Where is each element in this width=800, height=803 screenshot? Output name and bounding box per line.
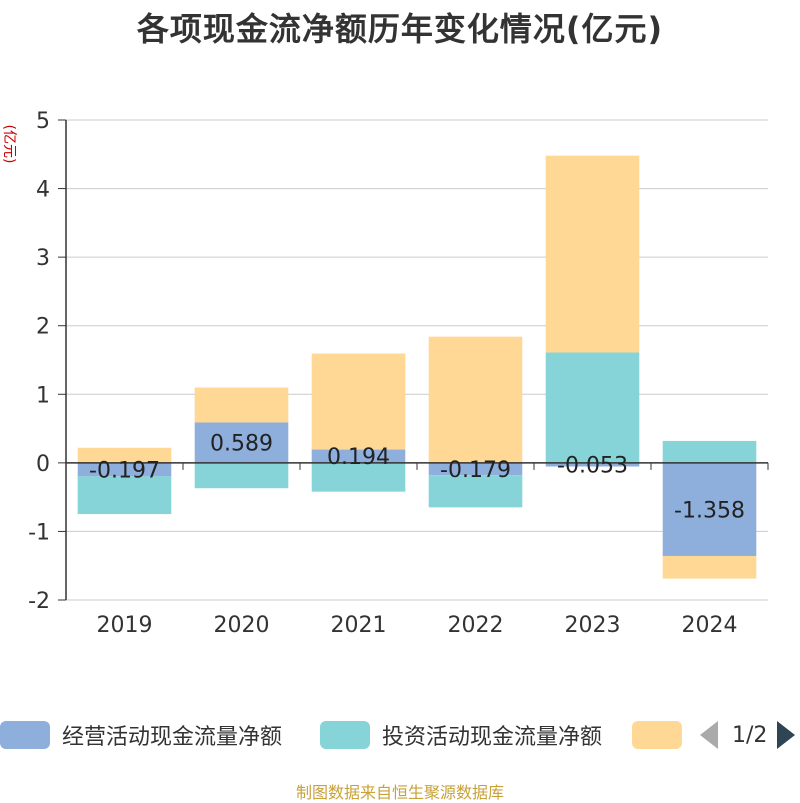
legend-swatch-operating — [0, 721, 50, 749]
y-tick-label-0: 0 — [36, 452, 50, 477]
legend-label-investing: 投资活动现金流量净额 — [382, 725, 603, 750]
data-label-2022: -0.179 — [440, 458, 511, 483]
data-labels: -0.197 0.589 0.194 -0.179 -0.053 -1.358 — [89, 432, 745, 524]
data-label-2020: 0.589 — [210, 432, 273, 457]
legend-item-investing[interactable]: 投资活动现金流量净额 — [320, 716, 602, 754]
data-source-note: 制图数据来自恒生聚源数据库 — [295, 783, 504, 802]
bar-s2-2021 — [311, 353, 406, 450]
legend-pager: 1/2 — [700, 716, 796, 754]
legend-swatch-investing — [320, 721, 370, 749]
legend: 经营活动现金流量净额 投资活动现金流量净额 1/2 — [0, 716, 800, 754]
x-tick-label-2021: 2021 — [331, 613, 387, 638]
chart-title: 各项现金流净额历年变化情况(亿元) — [136, 10, 664, 48]
data-label-2021: 0.194 — [327, 445, 390, 470]
y-tick-label--1: -1 — [28, 520, 50, 545]
y-tick-label-5: 5 — [36, 109, 50, 134]
bar-s1-2023 — [545, 352, 640, 463]
bars — [77, 155, 757, 579]
legend-page-indicator: 1/2 — [732, 722, 768, 748]
bar-s0-2020 — [194, 422, 289, 463]
bar-s0-2023 — [545, 462, 640, 467]
y-axis-unit-label: (亿元) — [1, 125, 17, 164]
y-tick-label-4: 4 — [36, 178, 50, 203]
bar-s1-2024 — [662, 440, 757, 463]
bar-s0-2022 — [428, 462, 523, 476]
y-tick-label--2: -2 — [28, 589, 50, 614]
bar-s2-2023 — [545, 155, 640, 353]
bar-s0-2021 — [311, 449, 406, 463]
data-label-2024: -1.358 — [674, 498, 745, 523]
legend-label-operating: 经营活动现金流量净额 — [62, 725, 283, 750]
pager-prev-icon[interactable] — [700, 721, 718, 749]
legend-item-financing[interactable] — [632, 716, 682, 754]
bar-s1-2021 — [311, 462, 406, 492]
y-tick-label-3: 3 — [36, 246, 50, 271]
x-tick-label-2022: 2022 — [448, 613, 504, 638]
data-label-2023: -0.053 — [557, 454, 628, 479]
bar-s2-2019 — [77, 447, 172, 463]
x-tick-label-2024: 2024 — [682, 613, 738, 638]
x-tick-label-2020: 2020 — [214, 613, 270, 638]
x-tick-label-2019: 2019 — [97, 613, 153, 638]
bar-s1-2020 — [194, 462, 289, 489]
bar-s2-2022 — [428, 336, 523, 463]
bar-s1-2019 — [77, 476, 172, 515]
bar-s0-2024 — [662, 462, 757, 556]
y-tick-label-2: 2 — [36, 315, 50, 340]
legend-item-operating[interactable]: 经营活动现金流量净额 — [0, 716, 282, 754]
x-tick-label-2023: 2023 — [565, 613, 621, 638]
chart-area: -2 -1 0 1 2 3 4 5 2019 2020 2021 2022 2023 2024 -0.19… — [1, 109, 769, 638]
pager-next-icon[interactable] — [777, 721, 796, 749]
data-label-2019: -0.197 — [89, 459, 160, 484]
legend-swatch-financing — [632, 721, 682, 749]
axes: -2 -1 0 1 2 3 4 5 2019 2020 2021 2022 2023 2024 — [28, 109, 769, 638]
bar-s2-2024 — [662, 555, 757, 579]
bar-s0-2019 — [77, 462, 172, 477]
y-tick-label-1: 1 — [36, 383, 50, 408]
bar-s2-2020 — [194, 387, 289, 423]
bar-s1-2022 — [428, 475, 523, 508]
